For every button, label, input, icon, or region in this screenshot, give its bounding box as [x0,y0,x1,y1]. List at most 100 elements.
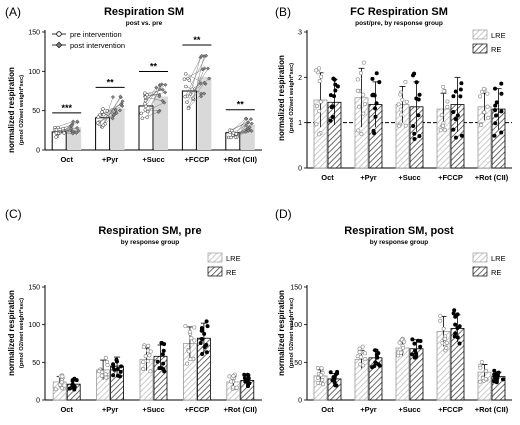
point-post [69,126,74,131]
point-lre [316,375,321,380]
point-lre [229,379,234,384]
point-re [160,352,165,357]
point-lre [105,359,110,364]
point-post [114,111,119,116]
point-re [72,384,77,389]
point-re [416,113,421,118]
point-lre [141,359,146,364]
point-lre [363,357,368,362]
bar-pre-fccp [181,90,197,151]
legend-marker-post [55,41,63,49]
point-re [411,123,416,128]
panel-a-y-axis-unit: (pmol O2/wet weight*sec) [19,75,25,145]
point-lre [444,340,449,345]
point-pre [95,121,100,125]
point-re [458,94,463,99]
x-tick-label: +Succ [398,173,420,182]
point-pre [187,78,192,83]
point-pre [61,126,65,131]
point-re [202,331,207,336]
point-re [453,135,458,140]
point-lre [319,366,324,371]
point-post [163,82,168,87]
x-tick-label: +FCCP [185,405,210,414]
y-tick-label: 50 [32,360,40,367]
legend-label-re: RE [491,268,501,277]
point-lre [104,375,109,380]
point-lre [60,386,65,391]
paired-line [145,88,161,101]
panel-d-subtitle: by response group [370,239,429,246]
point-lre [355,77,360,82]
point-re [372,131,377,136]
point-post [120,99,125,104]
paired-line [145,92,166,97]
point-lre [316,132,321,137]
point-post [110,95,115,100]
point-lre [103,355,108,360]
point-lre [188,357,193,362]
point-lre [141,366,146,371]
point-lre [192,338,197,343]
point-pre [100,110,104,114]
x-tick-label: +Rot (CII) [475,405,509,414]
point-lre [358,71,363,76]
point-lre [362,102,367,107]
point-lre [361,111,366,116]
point-post [199,94,204,99]
point-lre [357,104,362,109]
point-lre [359,132,364,137]
y-tick-label: 150 [290,285,302,292]
point-re [417,134,422,139]
point-lre [438,313,443,318]
point-post [243,116,248,121]
panel-d-y-axis-label: normalized respiration [277,290,286,376]
panel-b-y-axis-label: normalized respiration [277,55,286,141]
significance-label: ** [107,77,115,87]
point-lre [361,60,366,65]
point-re [370,76,375,81]
point-post [202,91,207,96]
point-pre [101,123,106,127]
legend-label-re: RE [226,268,236,277]
point-re [159,340,164,345]
point-re [412,341,417,346]
point-post [249,129,254,133]
point-re [492,133,497,138]
panel-letter-d: (D) [275,207,292,221]
point-post [244,123,249,128]
point-lre [314,68,319,73]
point-re [459,81,464,86]
paired-line [231,118,252,131]
point-re [159,366,164,371]
point-lre [403,79,408,84]
point-re [370,93,375,98]
panel-a: Respiration SM post vs. pre normalized r… [7,6,262,164]
point-post [118,108,123,113]
point-re [115,367,120,372]
point-pre [145,115,149,120]
point-lre [361,363,366,368]
panel-a-y-axis-label: normalized respiration [7,67,16,153]
point-lre [478,94,483,99]
point-lre [401,345,406,350]
panel-c-subtitle: by response group [121,239,180,246]
legend-swatch-re [472,43,488,54]
point-post [110,116,115,121]
point-lre [141,344,146,349]
point-lre [445,104,450,109]
panel-d-title: Respiration SM, post [344,225,454,237]
point-re [377,80,382,85]
point-re [199,337,204,342]
point-lre [478,365,483,370]
point-re [330,114,335,119]
point-re [455,113,460,118]
point-re [332,77,337,82]
point-post [198,81,203,86]
x-tick-label: +Rot (CII) [224,405,258,414]
point-re [493,103,498,108]
point-re [204,342,209,347]
point-re [161,361,166,366]
panel-b-title: FC Respiration SM [350,6,448,18]
point-re [413,354,418,359]
